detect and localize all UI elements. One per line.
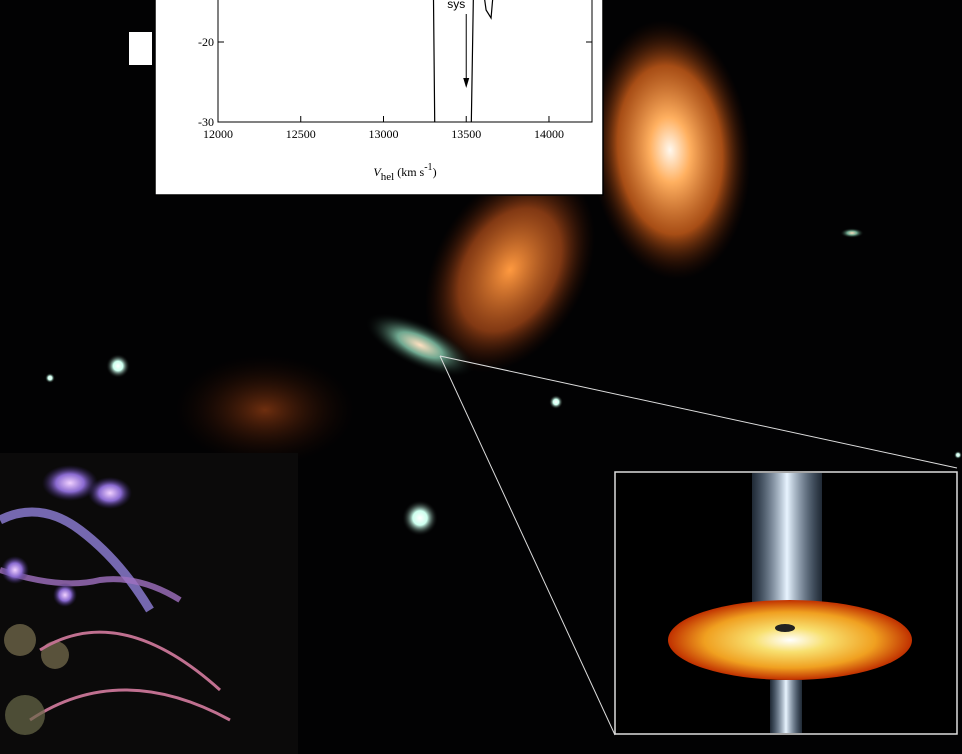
star [549,395,563,409]
x-label-exponent: -1 [424,162,432,173]
tidal-tail [29,688,231,722]
galaxy [840,228,864,238]
x-axis-label: Vhel (km s-1) [373,162,436,183]
galaxy [5,695,45,735]
galaxy [53,583,77,607]
x-tick-label: 14000 [534,127,564,141]
galaxy [364,312,476,378]
zoom-line [439,355,958,469]
plot-frame [217,0,593,123]
x-tick-label: 13000 [368,127,398,141]
x-label-close: ) [433,165,437,179]
galaxy-pair [42,465,98,501]
black-hole [775,624,795,632]
star [45,373,55,383]
star [402,500,438,536]
x-tick-label: 12000 [203,127,233,141]
x-tick-label: 12500 [286,127,316,141]
x-label-unit: (km s [397,165,424,179]
jet-inset [614,471,958,735]
star [954,451,962,459]
radio-lobe [589,20,751,280]
plot: 12000 12500 13000 13500 14000 -30 -20 sys [198,0,592,141]
galaxy [1,556,29,584]
radio-lobe [175,355,355,465]
x-label-subscript: hel [381,171,394,183]
merger-inset [0,453,298,754]
inset-frame [154,0,604,196]
jet [770,680,802,733]
galaxy-pair [88,477,132,509]
annotation-arrowhead [463,78,470,88]
label-box [129,32,152,65]
x-label-symbol: V [373,165,382,179]
y-tick-label: -30 [198,115,214,129]
spectrum-line [432,0,494,122]
tidal-tail [0,567,182,603]
radio-lobe [424,167,596,373]
tidal-tail [39,630,222,692]
galaxy [4,624,36,656]
y-tick-label: -20 [198,35,214,49]
star [106,354,130,378]
accretion-disk [668,600,912,680]
annotation: sys [447,0,465,11]
galaxy [41,641,69,669]
x-tick-label: 13500 [451,127,481,141]
spectrum-inset: 12000 12500 13000 13500 14000 -30 -20 sys Vhel(… [154,0,604,196]
zoom-line [439,355,616,736]
